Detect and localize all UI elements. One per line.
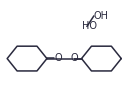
Text: O: O (54, 53, 62, 63)
Text: O: O (71, 53, 78, 63)
Text: HO: HO (82, 21, 97, 31)
Text: OH: OH (94, 11, 109, 21)
